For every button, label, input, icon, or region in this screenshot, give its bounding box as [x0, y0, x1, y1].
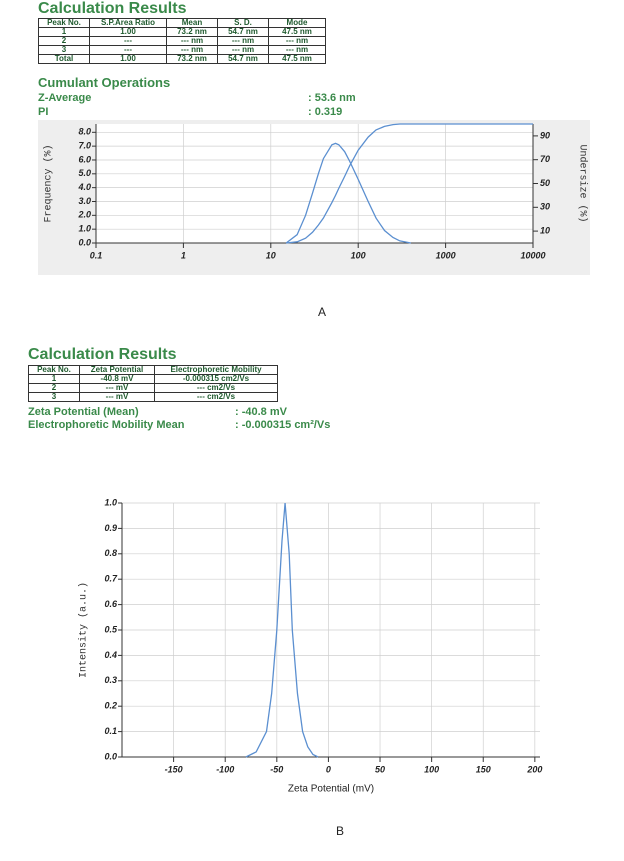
y2-axis-label: Undersize (%)	[576, 144, 588, 222]
y-tick-label: 4.0	[77, 182, 91, 192]
x-tick-label: 10	[266, 250, 276, 260]
table-cell: --- cm2/Vs	[154, 392, 278, 402]
y-tick-label: 0.0	[78, 237, 91, 247]
summary-value: : -40.8 mV	[235, 406, 287, 418]
table-header: Peak No. S.P.Area Ratio Mean S. D. Mode	[38, 18, 326, 28]
x-tick-label: 50	[375, 764, 385, 774]
x-tick-label: 0.1	[90, 250, 103, 260]
y2-tick-label: 90	[540, 130, 550, 140]
y2-tick-label: 30	[540, 202, 550, 212]
table-cell: 1.00	[89, 54, 167, 64]
summary-value: : -0.000315 cm²/Vs	[235, 419, 331, 431]
x-tick-label: 1	[181, 250, 186, 260]
x-tick-label: 0	[326, 764, 331, 774]
y-tick-label: 0.5	[104, 624, 118, 634]
y-tick-label: 5.0	[78, 168, 91, 178]
y-tick-label: 2.0	[77, 210, 91, 220]
panel-a-title: Calculation Results	[38, 0, 187, 17]
summary-label: Electrophoretic Mobility Mean	[28, 419, 185, 431]
x-tick-label: -150	[165, 764, 183, 774]
y-tick-label: 6.0	[78, 154, 91, 164]
y2-tick-label: 10	[540, 225, 550, 235]
table-cell: --- mV	[79, 392, 155, 402]
table-cell: 54.7 nm	[217, 54, 269, 64]
table-row: 1 -40.8 mV -0.000315 cm2/Vs	[28, 374, 278, 384]
table: Peak No. S.P.Area Ratio Mean S. D. Mode 1 1.00…	[38, 18, 326, 64]
y-tick-label: 0.2	[104, 701, 117, 711]
x-tick-label: -50	[270, 764, 283, 774]
panel-label: A	[318, 305, 327, 319]
x-tick-label: 150	[476, 764, 491, 774]
x-axis-label: Zeta Potential (mV)	[288, 784, 374, 795]
y-tick-label: 0.6	[104, 599, 118, 609]
panel-a-table: Peak No. S.P.Area Ratio Mean S. D. Mode 1 1.00…	[38, 18, 326, 64]
y-tick-label: 0.7	[104, 574, 118, 584]
x-tick-label: 200	[526, 764, 542, 774]
summary-label: Z-Average	[38, 92, 92, 104]
panel-b-title: Calculation Results	[28, 346, 177, 363]
x-tick-label: 100	[351, 250, 366, 260]
summary-label: PI	[38, 106, 49, 118]
table: Peak No. Zeta Potential Electrophoretic Mo…	[28, 365, 278, 402]
series-line	[245, 502, 319, 758]
panel-label: B	[336, 824, 345, 838]
y-tick-label: 1.0	[104, 497, 117, 507]
x-tick-label: 10000	[520, 250, 545, 260]
summary-value: : 53.6 nm	[308, 92, 356, 104]
table-row: 2 --- mV --- cm2/Vs	[28, 383, 278, 393]
y-axis-label: Frequency (%)	[43, 144, 55, 222]
y-tick-label: 0.0	[104, 751, 117, 761]
y-tick-label: 8.0	[78, 127, 91, 137]
y-tick-label: 1.0	[78, 224, 91, 234]
plot-area	[96, 124, 533, 243]
y2-tick-label: 50	[540, 178, 550, 188]
x-tick-label: 100	[424, 764, 439, 774]
table-cell: 3	[28, 392, 80, 402]
table-row: Total 1.00 73.2 nm 54.7 nm 47.5 nm	[38, 54, 326, 64]
y2-tick-label: 70	[540, 154, 550, 164]
series-line	[286, 123, 533, 244]
x-tick-label: 1000	[436, 250, 456, 260]
y-tick-label: 0.4	[104, 650, 117, 660]
y-tick-label: 0.8	[104, 548, 117, 558]
table-row: 3 --- mV --- cm2/Vs	[28, 392, 278, 402]
table-cell: Total	[38, 54, 90, 64]
panel-b-table: Peak No. Zeta Potential Electrophoretic Mo…	[28, 365, 278, 402]
y-axis-label: Intensity (a.u.)	[78, 582, 90, 678]
y-tick-label: 7.0	[78, 141, 91, 151]
x-tick-label: -100	[216, 764, 234, 774]
y-tick-label: 3.0	[78, 196, 91, 206]
summary-value: : 0.319	[308, 106, 343, 118]
y-tick-label: 0.9	[104, 523, 117, 533]
summary-label: Zeta Potential (Mean)	[28, 406, 139, 418]
table-cell: 47.5 nm	[268, 54, 326, 64]
y-tick-label: 0.3	[104, 675, 117, 685]
series-line	[285, 142, 411, 244]
table-cell: 73.2 nm	[166, 54, 218, 64]
panel-a-subtitle: Cumulant Operations	[38, 75, 171, 90]
y-tick-label: 0.1	[104, 726, 117, 736]
